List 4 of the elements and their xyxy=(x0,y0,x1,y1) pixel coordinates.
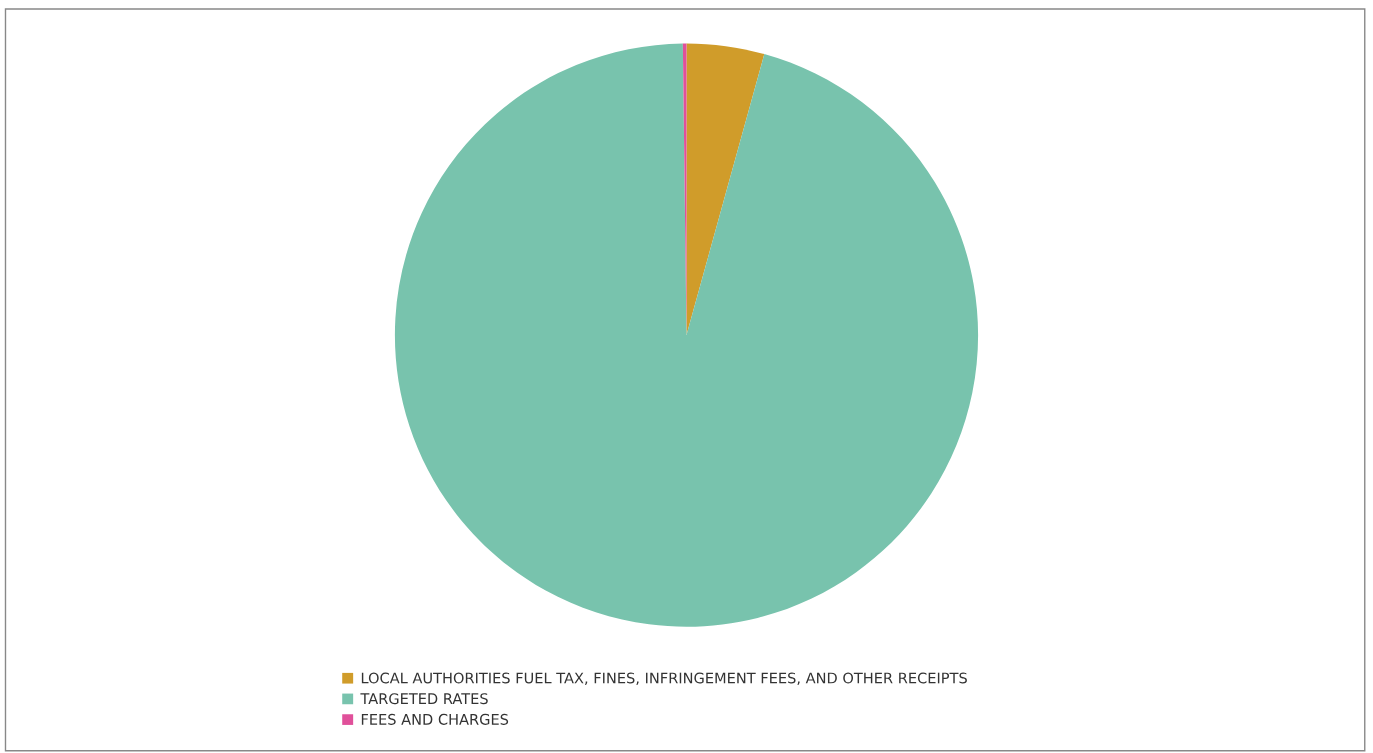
legend-label: FEES AND CHARGES xyxy=(361,713,509,725)
legend-label: LOCAL AUTHORITIES FUEL TAX, FINES, INFRINGEMENT FEES, AND OTHER RECEIPTS xyxy=(361,672,967,686)
pie-slice xyxy=(394,43,979,627)
legend-label: TARGETED RATES xyxy=(360,693,488,705)
